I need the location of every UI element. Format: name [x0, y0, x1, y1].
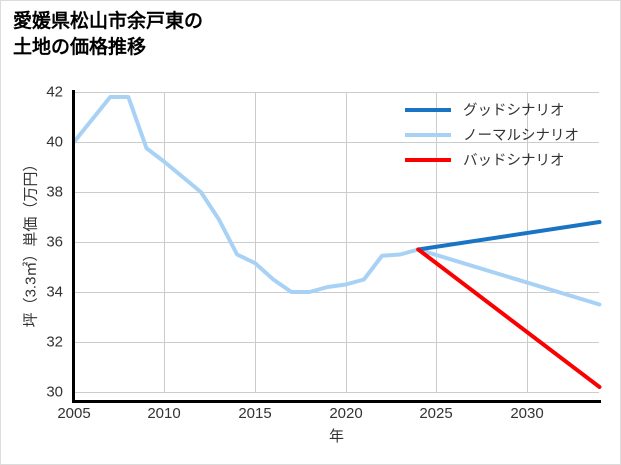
legend-label-normal: ノーマルシナリオ — [463, 128, 579, 144]
line-bad-scenario — [416, 247, 602, 389]
series-lines — [72, 95, 602, 389]
gridline-34 — [74, 292, 599, 293]
gridline-2025 — [436, 92, 437, 392]
legend-label-bad: バッドシナリオ — [463, 153, 565, 169]
y-tick-36: 36 — [46, 233, 63, 251]
chart-legend: グッドシナリオ ノーマルシナリオ バッドシナリオ — [393, 93, 605, 176]
y-tick-32: 32 — [46, 333, 63, 351]
x-tick-2010: 2010 — [147, 405, 181, 422]
x-axis-title: 年 — [328, 428, 344, 445]
y-tick-40: 40 — [46, 133, 63, 151]
legend-label-good: グッドシナリオ — [463, 103, 565, 119]
y-tick-38: 38 — [46, 183, 63, 201]
gridline-2005 — [74, 92, 75, 392]
gridline-38 — [74, 192, 599, 193]
gridline-32 — [74, 342, 599, 343]
legend-item-good[interactable]: グッドシナリオ — [393, 97, 605, 122]
legend-swatch-bad-icon — [405, 157, 451, 162]
legend-swatch-normal-icon — [405, 132, 451, 137]
y-axis-spine — [72, 90, 75, 403]
gridline-2010 — [164, 92, 165, 392]
line-history — [72, 95, 421, 294]
gridline-36 — [74, 242, 599, 243]
gridline-40 — [74, 142, 599, 143]
gridline-30 — [74, 392, 599, 393]
x-tick-2015: 2015 — [238, 405, 272, 422]
plot-area — [72, 92, 602, 393]
legend-swatch-good-icon — [405, 107, 451, 112]
gridline-42 — [74, 92, 599, 93]
line-normal-scenario — [416, 247, 602, 307]
x-tick-2030: 2030 — [510, 405, 544, 422]
gridline-2015 — [255, 92, 256, 392]
y-axis-tick-labels: 42 40 38 36 34 32 30 — [1, 1, 69, 464]
legend-item-bad[interactable]: バッドシナリオ — [393, 147, 605, 172]
x-tick-2025: 2025 — [419, 405, 453, 422]
page-title: 愛媛県松山市余戸東の 土地の価格推移 — [13, 11, 204, 58]
y-tick-42: 42 — [46, 83, 63, 101]
x-tick-2005: 2005 — [57, 405, 91, 422]
gridline-2030 — [527, 92, 528, 392]
line-good-scenario — [416, 220, 602, 252]
y-tick-34: 34 — [46, 283, 63, 301]
x-axis-spine — [72, 400, 601, 403]
legend-item-normal[interactable]: ノーマルシナリオ — [393, 122, 605, 147]
y-tick-30: 30 — [46, 383, 63, 401]
gridline-2020 — [346, 92, 347, 392]
x-tick-2020: 2020 — [329, 405, 363, 422]
